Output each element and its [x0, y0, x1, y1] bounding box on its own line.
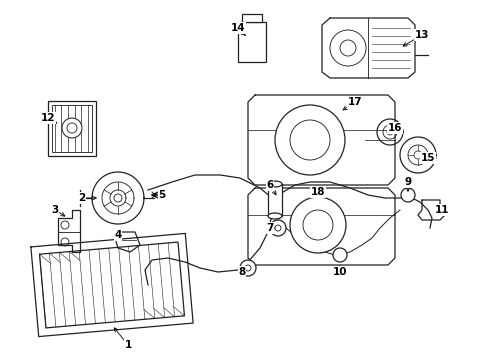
Circle shape: [401, 188, 415, 202]
Circle shape: [290, 120, 330, 160]
Circle shape: [414, 151, 422, 159]
Text: 8: 8: [238, 267, 245, 277]
Circle shape: [114, 194, 122, 202]
Circle shape: [67, 123, 77, 133]
Text: 17: 17: [348, 97, 362, 107]
Circle shape: [330, 30, 366, 66]
Circle shape: [387, 129, 393, 135]
Text: 1: 1: [124, 340, 132, 350]
Circle shape: [275, 105, 345, 175]
Text: 11: 11: [435, 205, 449, 215]
Circle shape: [240, 260, 256, 276]
Circle shape: [303, 210, 333, 240]
Text: 7: 7: [266, 223, 274, 233]
Bar: [238, 22, 266, 62]
Text: 3: 3: [51, 205, 59, 215]
Text: 14: 14: [231, 23, 245, 33]
Bar: [268, 184, 282, 216]
Bar: [48, 101, 96, 156]
Ellipse shape: [268, 181, 282, 187]
Text: 9: 9: [404, 177, 412, 187]
Bar: [52, 105, 92, 152]
Circle shape: [275, 225, 281, 231]
Text: 10: 10: [333, 267, 347, 277]
Circle shape: [245, 265, 251, 271]
Text: 13: 13: [415, 30, 429, 40]
Text: 18: 18: [311, 187, 325, 197]
Text: 6: 6: [267, 180, 273, 190]
Text: 4: 4: [114, 230, 122, 240]
Circle shape: [290, 197, 346, 253]
Circle shape: [62, 118, 82, 138]
Circle shape: [340, 40, 356, 56]
Ellipse shape: [268, 213, 282, 219]
Text: 15: 15: [421, 153, 435, 163]
Text: 5: 5: [158, 190, 166, 200]
Circle shape: [333, 248, 347, 262]
Circle shape: [270, 220, 286, 236]
Text: 12: 12: [41, 113, 55, 123]
Bar: [242, 14, 262, 22]
Text: 2: 2: [78, 193, 86, 203]
Text: 16: 16: [388, 123, 402, 133]
